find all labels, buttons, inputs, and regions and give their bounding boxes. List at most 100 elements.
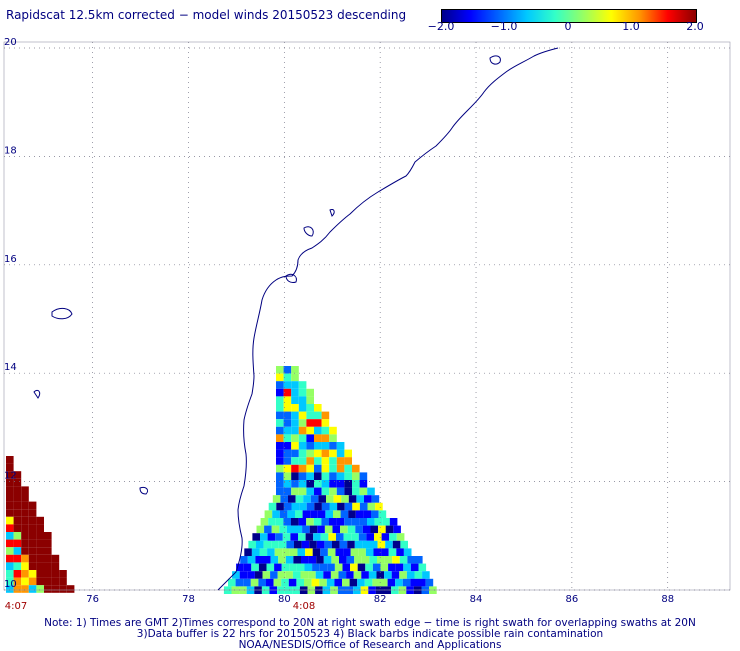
wind-cell [36,570,44,578]
wind-cell [332,525,341,534]
wind-cell [376,571,385,579]
wind-cell [389,533,397,541]
wind-cell [6,539,14,548]
wind-cell [315,571,324,579]
wind-cell [336,480,345,488]
wind-cell [310,510,318,518]
wind-cell [13,562,22,570]
wind-cell [334,563,343,572]
wind-cell [323,571,331,579]
wind-cell [418,563,427,572]
wind-cell [356,495,364,503]
wind-cell [276,396,284,404]
wind-cell [270,556,279,564]
wind-cell [305,548,313,556]
wind-cell [329,464,337,473]
wind-cell [343,548,351,556]
wind-cell [336,449,345,458]
wind-cell [367,487,375,496]
wind-cell [6,456,14,464]
wind-cell [350,548,359,556]
wind-cell [28,501,37,510]
wind-cell [283,464,292,473]
wind-cell [306,388,314,397]
wind-cell [6,463,14,472]
wind-cell [359,502,368,511]
wind-cell [283,502,292,511]
wind-cell [321,472,330,480]
wind-cell [306,434,314,442]
wind-cell [263,540,272,549]
wind-cell [291,442,299,450]
wind-cell [318,495,326,503]
wind-cell [276,373,284,382]
wind-cell [355,525,363,534]
wind-cell [298,472,307,480]
wind-cell [6,516,14,525]
wind-cell [291,419,299,427]
wind-cell [374,518,383,526]
wind-cell [13,554,22,563]
wind-cell [321,487,330,496]
wind-cell [243,578,251,587]
wind-cell [251,548,260,556]
wind-cell [310,495,319,503]
wind-cell [344,472,352,480]
wind-cell [283,434,292,442]
wind-cell [355,510,364,518]
wind-cell [381,533,390,541]
wind-cell [291,381,299,389]
wind-cell [314,472,322,480]
wind-cell [314,502,322,511]
wind-cell [283,518,291,526]
wind-cell [325,510,333,518]
wind-cell [384,556,393,564]
longitude-label: 78 [182,594,195,605]
wind-cell [291,373,299,382]
wind-cell [268,502,277,511]
wind-cell [276,480,284,488]
wind-cell [295,510,303,518]
wind-cell [276,464,284,473]
wind-cell [336,518,345,526]
wind-cell [306,464,314,473]
wind-cell [13,539,22,548]
wind-cell [403,563,411,572]
wind-cell [28,524,37,532]
wind-cell [21,562,29,570]
wind-cell [13,570,22,578]
wind-cell [374,533,382,541]
wind-cell [21,516,29,525]
wind-cell [276,487,284,496]
wind-cell [309,540,317,549]
wind-cell [44,547,52,555]
wind-cell [6,554,14,563]
wind-cell [28,532,37,540]
wind-cell [258,563,267,572]
wind-cell [336,442,345,450]
wind-cell [362,540,370,549]
wind-cell [268,518,276,526]
wind-cell [283,419,292,427]
wind-cell [314,464,322,473]
wind-cell [235,578,244,587]
wind-cell [283,449,292,458]
wind-cell [321,518,329,526]
wind-cell [305,533,314,541]
footer-note: 3)Data buffer is 22 hrs for 20150523 4) … [136,628,604,640]
wind-cell [286,540,294,549]
wind-cell [294,540,302,549]
wind-cell [328,533,336,541]
wind-cell [13,471,22,479]
wind-cell [283,381,292,389]
longitude-label: 76 [86,594,99,605]
wind-cell [294,525,303,534]
wind-cell [6,524,14,532]
wind-cell [298,442,307,450]
wind-cell [275,518,284,526]
wind-cell [344,518,352,526]
wind-cell [335,548,344,556]
wind-cell [276,426,284,435]
wind-cell [346,556,355,564]
wind-cell [321,419,330,427]
